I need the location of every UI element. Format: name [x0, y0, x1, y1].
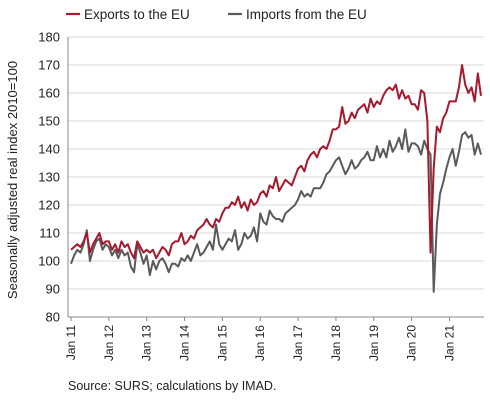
- series-line-exports: [70, 64, 482, 260]
- y-tick-label: 120: [38, 198, 60, 213]
- x-tick-label: Jan 16: [253, 325, 267, 361]
- x-tick-label: Jan 12: [102, 325, 116, 361]
- x-tick-label: Jan 11: [64, 325, 78, 360]
- y-axis-ticks: 80 90 100 110 120 130 140 150 160 170 180: [38, 30, 60, 325]
- x-axis-ticks: Jan 11 Jan 12 Jan 13 Jan 14 Jan 15 Jan 16 Jan …: [64, 317, 456, 361]
- x-tick-label: Jan 15: [215, 325, 229, 361]
- x-tick-label: Jan 14: [178, 325, 192, 361]
- y-axis-label: Seasonally adjusted real index 2010=100: [5, 61, 20, 299]
- y-tick-label: 150: [38, 114, 60, 129]
- y-tick-label: 130: [38, 170, 60, 185]
- y-tick-label: 160: [38, 86, 60, 101]
- x-tick-label: Jan 17: [291, 325, 305, 361]
- y-tick-label: 140: [38, 142, 60, 157]
- axes: [67, 37, 484, 318]
- y-tick-label: 180: [38, 30, 60, 45]
- y-tick-label: 80: [46, 310, 60, 325]
- series-line-imports: [70, 128, 482, 293]
- x-tick-label: Jan 21: [442, 325, 456, 361]
- y-tick-label: 90: [46, 282, 60, 297]
- y-tick-label: 100: [38, 254, 60, 269]
- x-tick-label: Jan 13: [140, 325, 154, 361]
- series-lines: [70, 64, 482, 293]
- y-tick-label: 110: [39, 226, 60, 241]
- x-tick-label: Jan 18: [329, 325, 343, 361]
- x-tick-label: Jan 19: [367, 325, 381, 361]
- legend-label-exports: Exports to the EU: [84, 7, 190, 22]
- source-note: Source: SURS; calculations by IMAD.: [68, 379, 277, 393]
- y-tick-label: 170: [38, 58, 60, 73]
- legend: Exports to the EU Imports from the EU: [66, 7, 367, 22]
- x-tick-label: Jan 20: [405, 325, 419, 361]
- legend-label-imports: Imports from the EU: [246, 7, 367, 22]
